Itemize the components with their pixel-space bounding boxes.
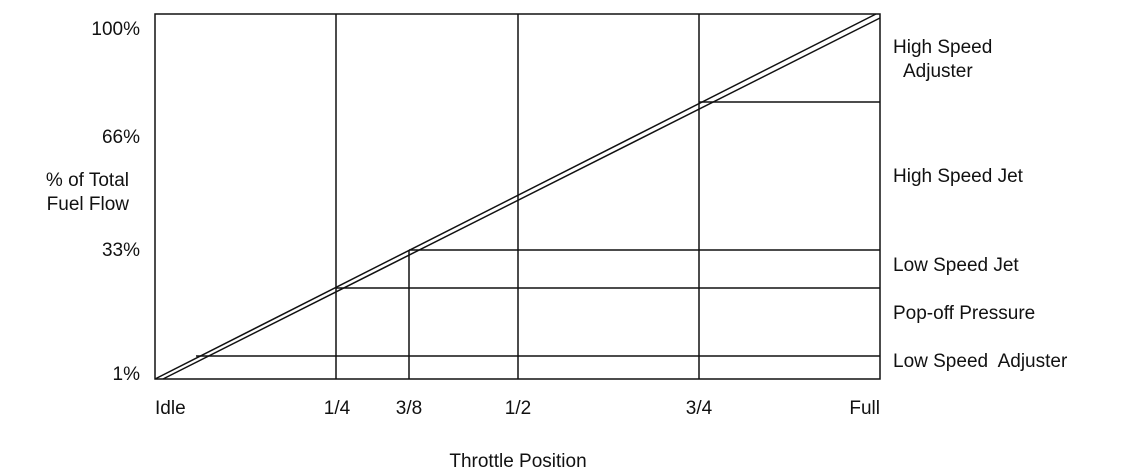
y-tick-label: 1%	[113, 364, 141, 385]
y-tick-label: 33%	[102, 240, 140, 261]
x-axis-label: Throttle Position	[449, 451, 586, 470]
y-tick-label: 100%	[91, 19, 140, 40]
x-tick-label: 3/4	[686, 398, 713, 419]
y-axis-label: Fuel Flow	[47, 194, 130, 215]
region-label: Low Speed Jet	[893, 255, 1019, 276]
diagonal-line	[154, 13, 877, 380]
region-label: High Speed Jet	[893, 166, 1024, 187]
x-tick-label: 1/4	[324, 398, 351, 419]
x-tick-label: 3/8	[396, 398, 422, 419]
y-tick-label: 66%	[102, 127, 140, 148]
y-axis-label: % of Total	[46, 170, 129, 191]
x-tick-label: Idle	[155, 398, 186, 419]
x-tick-label: 1/2	[505, 398, 531, 419]
diagonal-line	[162, 17, 881, 380]
region-label: Pop-off Pressure	[893, 303, 1035, 324]
region-label: Low Speed Adjuster	[893, 351, 1068, 372]
region-label: Adjuster	[903, 61, 973, 82]
region-label: High Speed	[893, 37, 992, 58]
x-tick-label: Full	[849, 398, 880, 419]
